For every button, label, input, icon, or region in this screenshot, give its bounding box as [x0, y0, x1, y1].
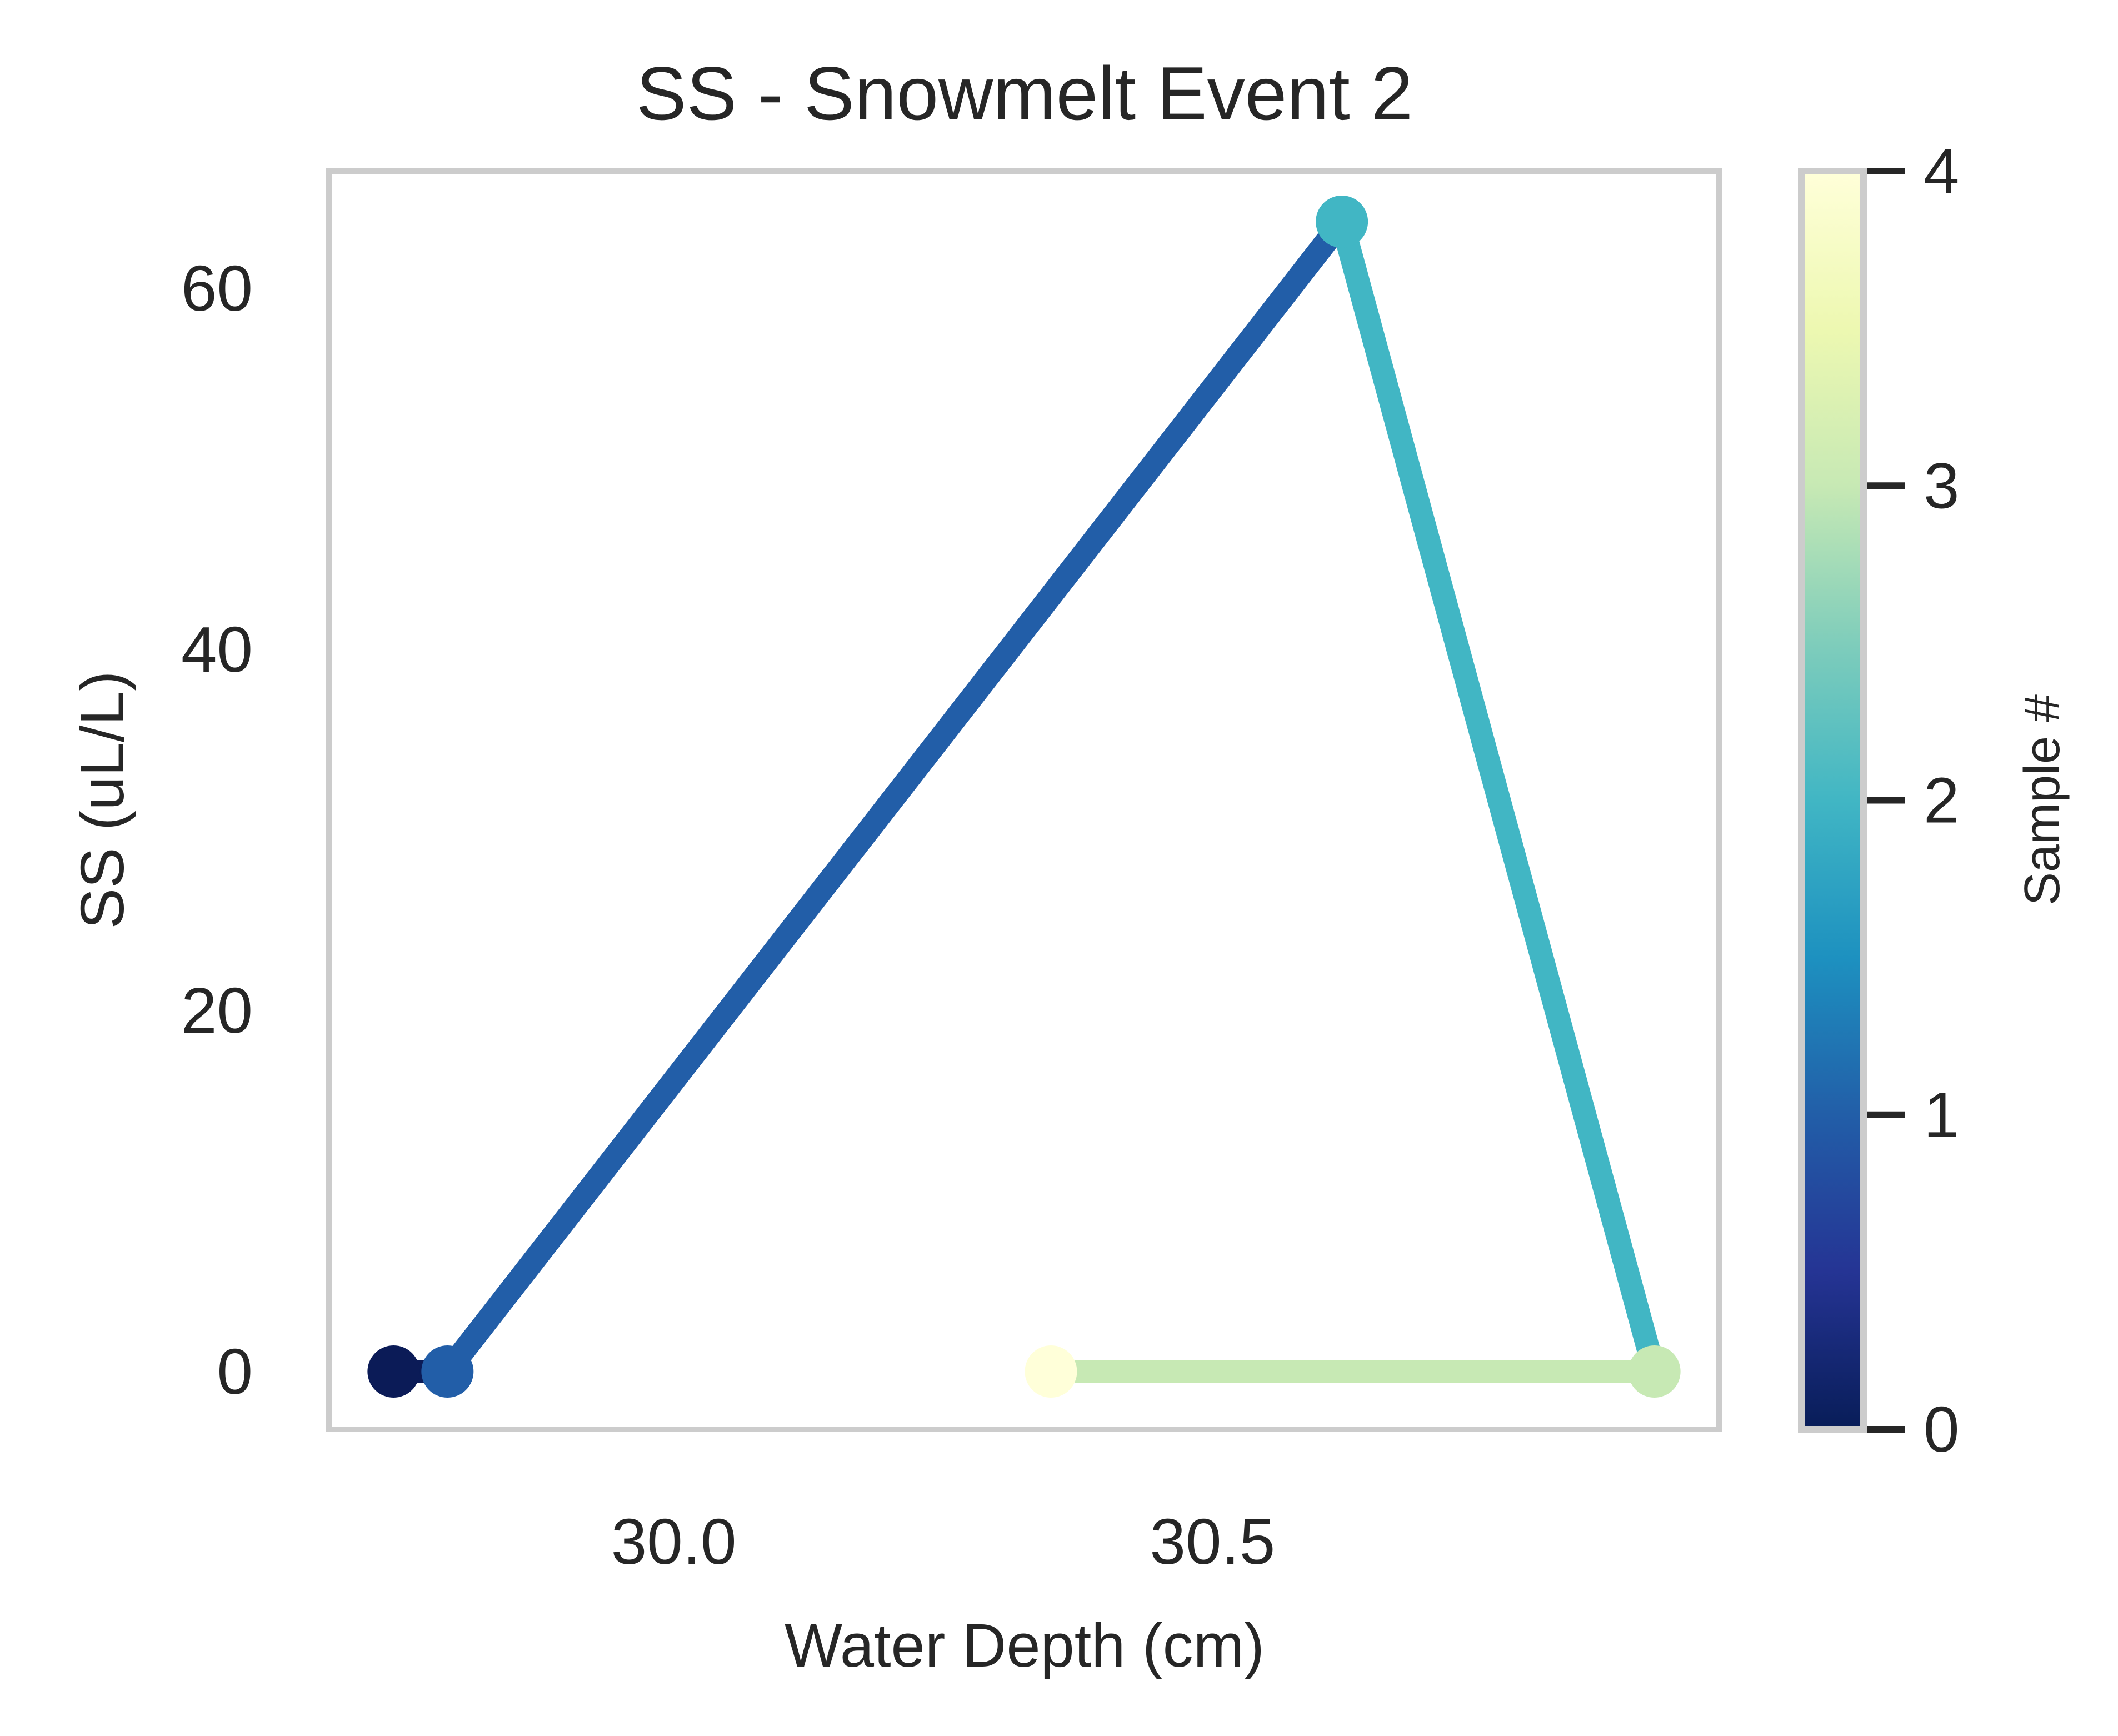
x-tick-label: 30.0	[611, 1505, 737, 1578]
data-point-0	[367, 1345, 420, 1398]
colorbar-label: Sample #	[2015, 694, 2070, 905]
data-points	[367, 195, 1681, 1398]
x-tick-label: 30.5	[1150, 1505, 1276, 1578]
line-segment-2	[1330, 218, 1666, 1375]
data-point-2	[1316, 195, 1368, 248]
y-tick-labels: 0 20 40 60	[181, 252, 253, 1408]
data-point-4	[1025, 1345, 1077, 1398]
colorbar-ticks: 0 1 2 3 4	[1867, 135, 1960, 1465]
y-tick-label: 0	[217, 1335, 253, 1408]
colorbar-tick-label: 1	[1924, 1079, 1960, 1151]
line-segment-1	[438, 214, 1351, 1379]
y-tick-label: 60	[181, 252, 253, 324]
colorbar-tick-label: 4	[1924, 135, 1960, 207]
colorbar-tick-label: 2	[1924, 764, 1960, 837]
y-tick-label: 40	[181, 613, 253, 686]
data-point-1	[421, 1345, 474, 1398]
chart-title: SS - Snowmelt Event 2	[636, 51, 1413, 136]
data-point-3	[1628, 1345, 1681, 1398]
colorbar-tick-label: 0	[1924, 1393, 1960, 1465]
y-axis-label: SS (uL/L)	[68, 671, 137, 929]
colorbar	[1798, 168, 1867, 1433]
y-tick-label: 20	[181, 974, 253, 1047]
colorbar-tick-label: 3	[1924, 449, 1960, 522]
x-axis-label: Water Depth (cm)	[785, 1612, 1265, 1680]
x-tick-labels: 30.0 30.5	[611, 1505, 1276, 1578]
